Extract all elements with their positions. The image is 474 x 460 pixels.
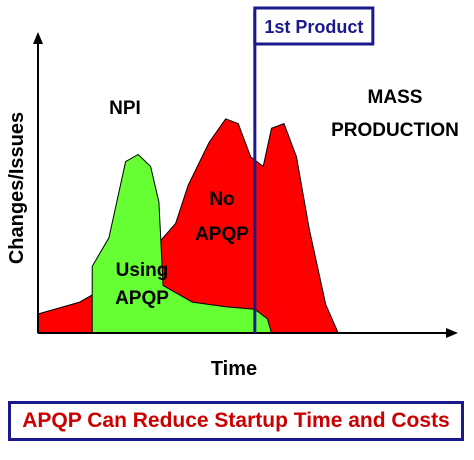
npi-label: NPI <box>109 98 141 119</box>
series-using-apqp-area <box>91 153 273 334</box>
using-apqp-label-line1: Using <box>116 260 169 281</box>
x-axis-label: Time <box>211 358 257 380</box>
first-product-flag <box>253 6 375 46</box>
banner-text: APQP Can Reduce Startup Time and Costs <box>22 409 450 432</box>
no-apqp-label-line2: APQP <box>195 224 249 245</box>
no-apqp-label-line1: No <box>209 189 234 210</box>
bottom-banner: APQP Can Reduce Startup Time and Costs <box>8 401 464 441</box>
y-axis-label: Changes/Issues <box>6 112 28 264</box>
y-axis-arrow <box>33 32 43 44</box>
using-apqp-label-line2: APQP <box>115 288 169 309</box>
mass-production-label-line2: PRODUCTION <box>331 120 459 141</box>
chart-svg: 1st Product NPI MASS PRODUCTION No APQP … <box>6 6 459 380</box>
mass-production-label-line1: MASS <box>368 87 423 108</box>
first-product-label: 1st Product <box>264 17 363 37</box>
x-axis-arrow <box>446 328 458 338</box>
